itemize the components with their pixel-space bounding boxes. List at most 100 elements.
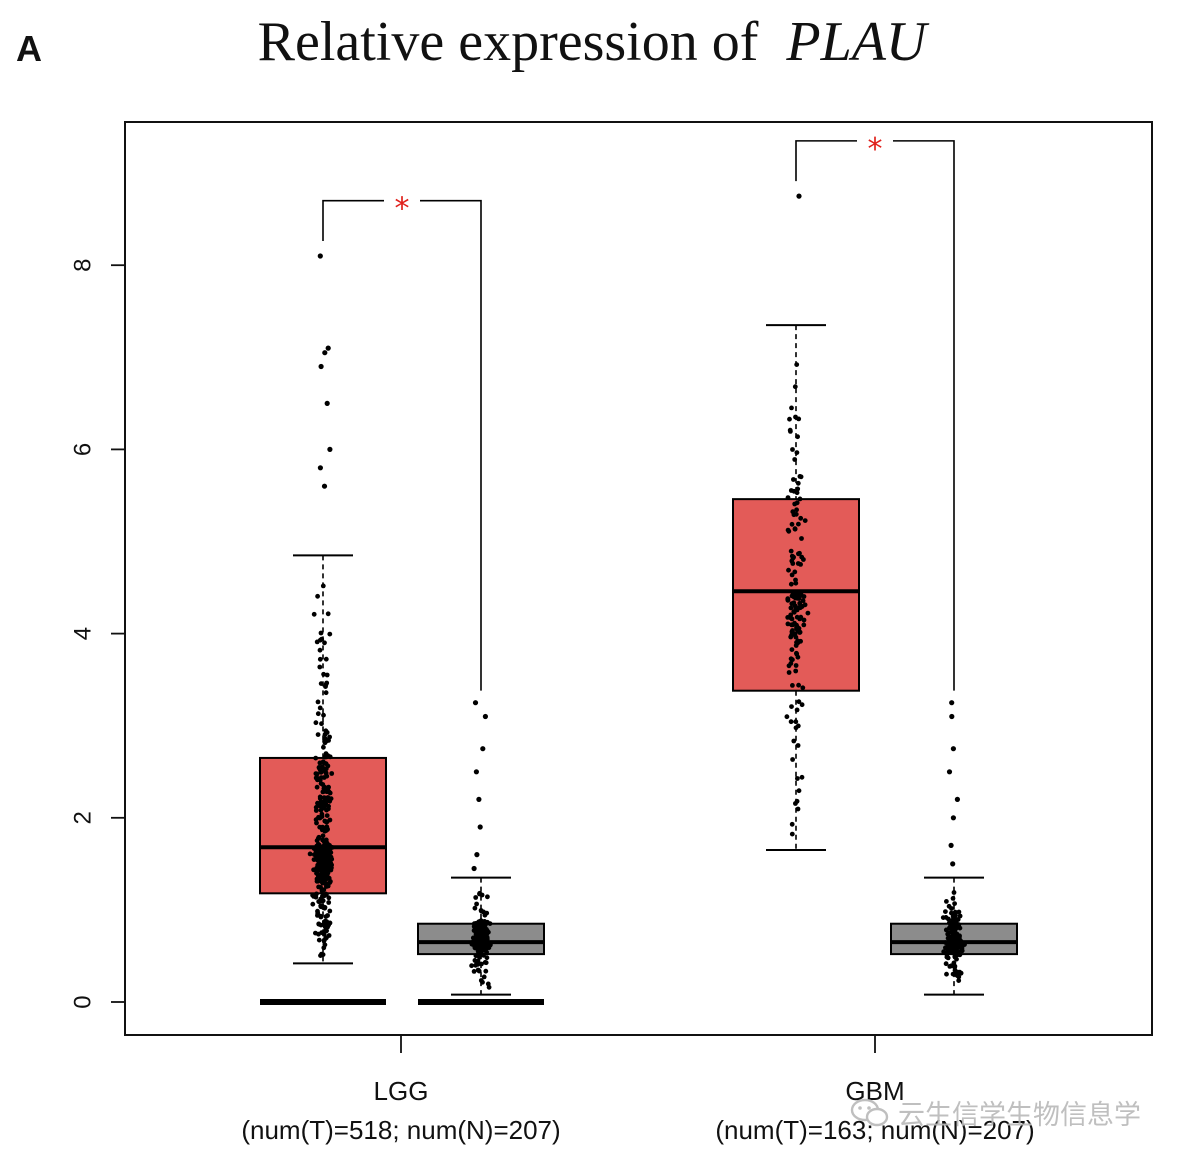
data-point xyxy=(789,572,795,578)
data-point xyxy=(323,761,329,767)
x-tick-label: GBM xyxy=(845,1076,904,1106)
data-point xyxy=(794,798,800,804)
outlier-point xyxy=(949,700,955,706)
data-point xyxy=(798,515,804,521)
data-point xyxy=(322,854,328,860)
data-point xyxy=(319,721,324,727)
jitter-points xyxy=(307,193,967,990)
data-point xyxy=(327,920,333,926)
data-point xyxy=(320,864,326,870)
data-point xyxy=(795,806,801,812)
data-point xyxy=(791,738,797,744)
data-point xyxy=(321,671,326,677)
data-point xyxy=(313,771,319,776)
data-point xyxy=(325,795,331,800)
data-point xyxy=(328,860,333,866)
data-point xyxy=(473,931,479,936)
data-point xyxy=(956,922,962,928)
data-point xyxy=(313,805,319,810)
data-point xyxy=(953,913,958,918)
data-point xyxy=(321,712,326,718)
outlier-point xyxy=(471,865,477,872)
data-point xyxy=(317,664,323,670)
data-point xyxy=(788,719,794,725)
data-point xyxy=(327,798,333,804)
data-point xyxy=(484,955,490,961)
data-point xyxy=(326,933,332,938)
data-point xyxy=(794,450,800,455)
data-point xyxy=(327,908,333,914)
data-point xyxy=(310,892,315,898)
data-point xyxy=(317,656,323,662)
data-point xyxy=(799,554,805,560)
data-point xyxy=(791,609,797,614)
data-point xyxy=(787,416,792,422)
data-point xyxy=(793,668,799,674)
data-point xyxy=(790,757,795,762)
data-point xyxy=(326,738,331,743)
data-point xyxy=(316,874,321,879)
data-point xyxy=(314,891,319,897)
wechat-icon xyxy=(850,1098,889,1126)
data-point xyxy=(322,739,327,744)
data-point xyxy=(324,840,330,846)
data-point xyxy=(797,496,803,502)
data-point xyxy=(483,968,489,974)
data-point xyxy=(792,501,798,507)
data-point xyxy=(800,598,806,604)
watermark: 云生信学生物信息学 xyxy=(850,1093,1141,1132)
data-point xyxy=(315,732,321,737)
significance-layer: ** xyxy=(322,132,955,691)
data-point xyxy=(321,795,327,800)
data-point xyxy=(789,647,795,652)
data-point xyxy=(319,636,325,642)
x-tick-label: LGG xyxy=(374,1076,429,1106)
data-point xyxy=(475,924,481,930)
data-point xyxy=(323,690,329,696)
outlier-point xyxy=(950,861,956,867)
outlier-point xyxy=(954,796,961,803)
data-point xyxy=(310,901,316,907)
data-point xyxy=(319,898,325,904)
data-point xyxy=(786,567,791,573)
data-point xyxy=(790,683,795,688)
data-point xyxy=(795,638,801,644)
data-point xyxy=(318,630,324,636)
data-point xyxy=(317,705,323,711)
data-point xyxy=(793,719,799,725)
data-point xyxy=(788,634,794,640)
data-point xyxy=(322,640,327,646)
data-point xyxy=(955,917,961,922)
data-point xyxy=(485,981,491,987)
data-point xyxy=(943,945,948,951)
data-point xyxy=(322,924,328,929)
data-point xyxy=(949,944,955,950)
data-point xyxy=(324,824,330,830)
significance-bracket xyxy=(795,140,955,691)
data-point xyxy=(481,974,487,980)
data-point xyxy=(789,616,795,622)
data-point xyxy=(789,521,795,527)
data-point xyxy=(469,963,474,969)
data-point xyxy=(793,663,799,668)
data-point xyxy=(315,711,321,717)
data-point xyxy=(951,890,957,895)
data-point xyxy=(797,550,802,556)
data-point xyxy=(796,682,801,688)
data-point xyxy=(313,755,319,761)
outlier-point xyxy=(317,465,323,471)
outlier-point xyxy=(480,746,486,752)
data-point xyxy=(788,661,794,666)
outlier-point xyxy=(476,796,482,803)
data-point xyxy=(786,670,792,675)
outlier-point xyxy=(474,852,480,858)
data-point xyxy=(314,784,320,790)
data-point xyxy=(950,971,956,977)
outlier-point xyxy=(324,400,330,406)
data-point xyxy=(326,875,332,881)
data-point xyxy=(481,909,486,915)
data-point xyxy=(324,680,330,686)
outlier-point xyxy=(473,769,479,775)
data-point xyxy=(315,593,320,599)
data-point xyxy=(316,921,322,927)
